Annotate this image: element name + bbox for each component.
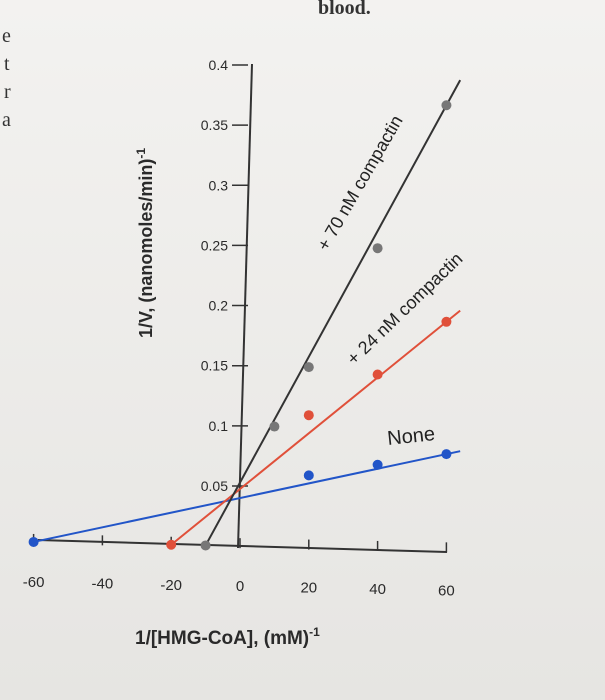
data-point (303, 410, 314, 421)
series-lines (33, 79, 462, 546)
top-caption-fragment: blood. (318, 0, 371, 19)
series-label-none: None (386, 423, 436, 450)
x-axis-label: 1/[HMG-CoA], (mM)-1 (135, 625, 320, 649)
series-points (28, 100, 452, 551)
x-tick-label: 0 (236, 578, 244, 595)
x-tick-label: -40 (92, 575, 114, 592)
data-point (166, 539, 177, 550)
axis-ticks: 0.05 0.1 0.15 0.2 0.25 0.3 0.35 0.4 -60 -40 -20 0 20… (23, 57, 455, 599)
left-fragment-4: a (2, 109, 11, 131)
x-axis-line (37, 539, 448, 553)
left-fragment-1: e (2, 25, 11, 47)
x-tick-label: -60 (23, 574, 45, 591)
y-tick-label: 0.35 (201, 117, 228, 133)
data-point (372, 369, 383, 380)
data-point (200, 540, 211, 551)
x-tick-label: 60 (438, 582, 455, 599)
left-fragment-2: t (4, 53, 10, 75)
data-point (303, 362, 314, 373)
y-tick-label: 0.2 (209, 298, 229, 314)
data-point (441, 316, 452, 327)
series-line-1 (33, 450, 461, 543)
y-tick-label: 0.25 (201, 237, 228, 253)
series-line-3 (204, 79, 462, 546)
y-axis-label: 1/V, (nanomoles/min)-1 (134, 148, 156, 338)
left-fragment-3: r (4, 81, 11, 103)
data-point (372, 459, 383, 470)
data-point (441, 449, 452, 460)
data-point (441, 100, 452, 111)
series-line-2 (170, 309, 461, 546)
y-tick-label: 0.15 (201, 358, 228, 374)
x-tick-label: 40 (369, 581, 386, 598)
x-tick-label: 20 (300, 580, 317, 597)
data-point (372, 243, 383, 254)
data-point (28, 536, 39, 547)
y-tick-label: 0.4 (209, 57, 229, 73)
y-tick-label: 0.3 (209, 177, 229, 193)
data-point (303, 470, 314, 481)
x-tick-label: -20 (160, 577, 182, 594)
y-tick-label: 0.05 (201, 478, 228, 494)
data-point (269, 421, 280, 432)
y-tick-label: 0.1 (209, 418, 229, 434)
